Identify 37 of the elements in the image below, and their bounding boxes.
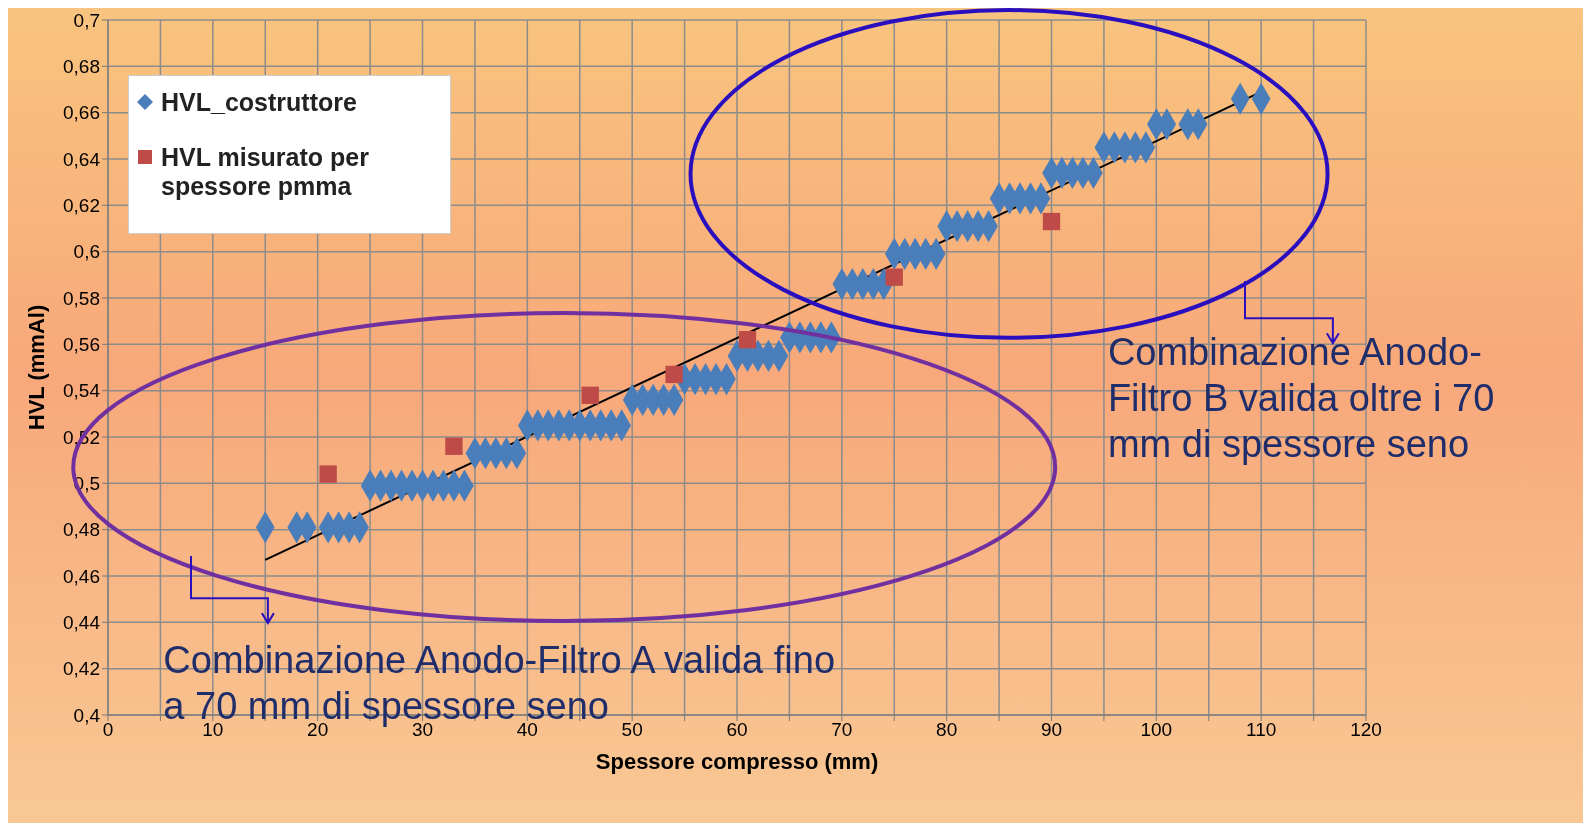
point — [738, 331, 757, 349]
point — [1042, 212, 1061, 231]
point — [885, 268, 903, 286]
y-tick-label: 0,56 — [63, 334, 100, 356]
y-tick-label: 0,68 — [63, 56, 100, 78]
point — [319, 465, 337, 483]
x-tick-label: 120 — [1350, 719, 1382, 741]
x-tick-label: 90 — [1040, 719, 1063, 741]
x-tick-label: 70 — [831, 719, 853, 741]
y-tick-label: 0,58 — [63, 287, 100, 309]
x-tick-label: 60 — [726, 719, 748, 741]
y-tick-label: 0,54 — [63, 380, 101, 402]
y-tick-label: 0,64 — [63, 148, 101, 170]
y-tick-label: 0,46 — [63, 565, 100, 587]
x-tick-label: 110 — [1246, 719, 1277, 741]
y-tick-label: 0,42 — [63, 658, 100, 680]
point — [665, 365, 683, 384]
point — [581, 386, 599, 404]
x-axis-title: Spessore compresso (mm) — [595, 749, 879, 774]
y-tick-label: 0,4 — [73, 704, 101, 726]
x-tick-label: 80 — [936, 719, 958, 741]
y-tick-label: 0,44 — [63, 612, 101, 634]
x-tick-label: 100 — [1140, 719, 1173, 741]
point — [445, 437, 463, 455]
y-tick-label: 0,62 — [63, 195, 100, 217]
legend-label: HVL_costruttore — [161, 88, 357, 117]
y-axis-title: HVL (mmAl) — [23, 304, 49, 431]
y-tick-label: 0,48 — [63, 519, 100, 541]
x-tick-label: 0 — [102, 719, 114, 741]
y-tick-label: 0,66 — [63, 102, 100, 124]
x-tick-label: 40 — [516, 719, 538, 741]
y-tick-label: 0,6 — [73, 241, 100, 263]
annotation: Combinazione Anodo-Filtro B valida oltre i 70 mm di spessore seno — [1107, 330, 1496, 467]
x-tick-label: 20 — [307, 719, 329, 741]
legend-label: HVL misurato per spessore pmma — [161, 143, 370, 201]
x-tick-label: 50 — [621, 719, 643, 741]
y-tick-label: 0,7 — [73, 9, 100, 31]
